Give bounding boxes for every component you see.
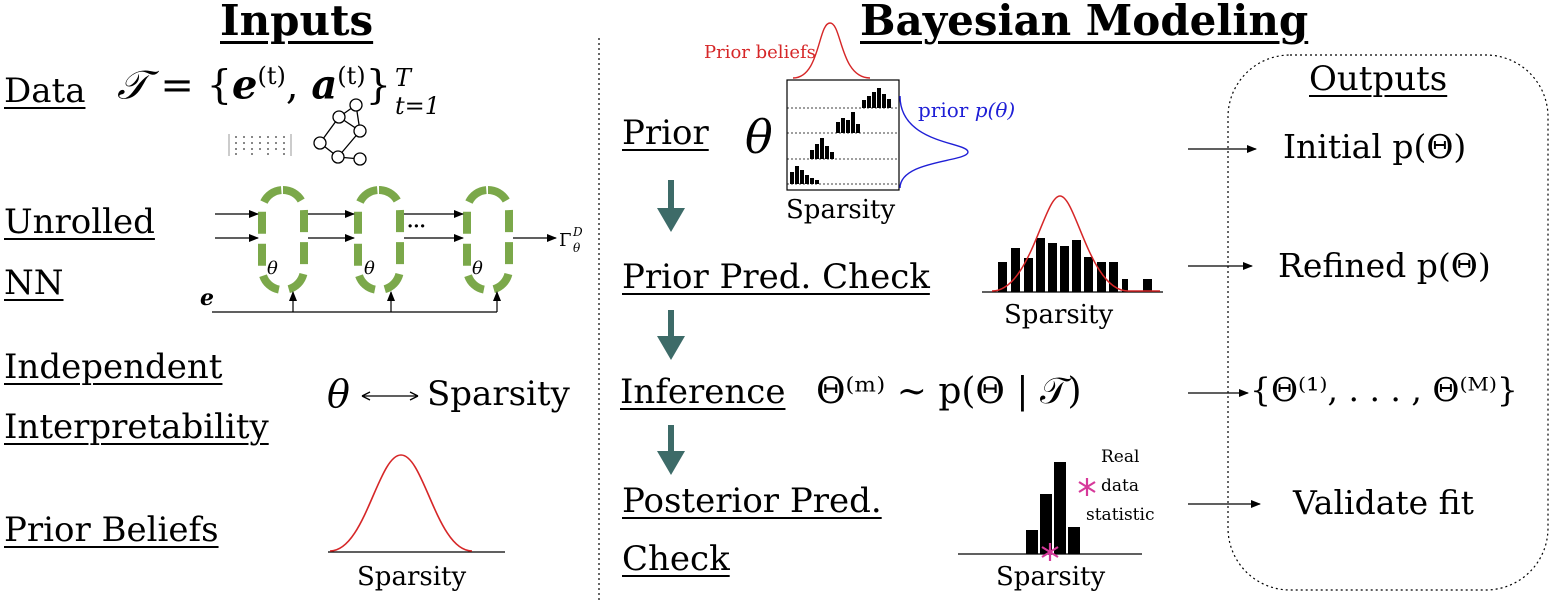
outputs-header: Outputs — [1309, 59, 1448, 99]
output-arrows — [1188, 145, 1261, 508]
prior-beliefs-label: Prior Beliefs — [4, 510, 219, 550]
prior-label: Prior — [622, 113, 709, 153]
postpc-label-1: Posterior Pred. — [622, 481, 882, 521]
inference-label: Inference — [620, 372, 786, 412]
ppc-label: Prior Pred. Check — [622, 257, 930, 297]
layer-ellipsis: ··· — [407, 216, 426, 237]
data-label-small: data — [1101, 476, 1139, 496]
postpc-histogram — [958, 462, 1142, 561]
prior-ptheta-label: prior p(θ) — [918, 98, 1016, 122]
interp-theta: θ — [327, 372, 350, 416]
nn-label: NN — [4, 263, 64, 303]
data-formula-lower: t=1 — [395, 92, 441, 120]
interp-sparsity: Sparsity — [427, 374, 570, 414]
ppc-histogram — [982, 195, 1163, 293]
bayes-header: Bayesian Modeling — [860, 0, 1309, 45]
graph-network-icon — [313, 98, 367, 166]
postpc-label-2: Check — [622, 539, 730, 579]
layer-theta-3: θ — [472, 258, 483, 279]
prior-histogram — [786, 22, 969, 191]
inference-formula: Θ⁽ᵐ⁾ ∼ p(Θ | 𝒯) — [816, 371, 1082, 412]
gamma-sub: θ — [573, 241, 581, 255]
data-formula-upper: T — [395, 64, 412, 92]
unrolled-nn-diagram — [212, 186, 557, 313]
real-label: Real — [1101, 447, 1140, 467]
ppc-axis: Sparsity — [1004, 300, 1114, 330]
flow-arrows — [657, 180, 685, 475]
prior-beliefs-tag: Prior beliefs — [704, 42, 816, 63]
nn-layer-1 — [258, 186, 308, 294]
layer-theta-2: θ — [364, 258, 375, 279]
prior-beliefs-axis: Sparsity — [357, 562, 467, 592]
prior-axis: Sparsity — [786, 195, 896, 225]
outputs-box — [1227, 54, 1549, 591]
theta-sparsity-arrow — [361, 391, 419, 401]
output-initial: Initial p(Θ) — [1283, 127, 1467, 166]
postpc-axis: Sparsity — [996, 562, 1106, 592]
output-validate: Validate fit — [1293, 483, 1474, 522]
output-refined: Refined p(Θ) — [1278, 246, 1491, 285]
nn-layer-2 — [354, 186, 404, 294]
inputs-header: Inputs — [220, 0, 374, 45]
output-samples: {Θ⁽¹⁾, . . . , Θ⁽ᴹ⁾} — [1250, 370, 1518, 409]
data-label: Data — [4, 71, 86, 111]
gamma-sup: D — [573, 225, 583, 239]
interpretability-label: Interpretability — [4, 407, 269, 447]
nn-layer-3 — [463, 186, 513, 294]
prior-theta: θ — [745, 110, 773, 164]
data-formula: 𝒯 = {e(t), a(t)} — [117, 61, 392, 109]
data-matrix-icon — [228, 134, 292, 156]
e-input-label: e — [200, 285, 214, 311]
layer-theta-1: θ — [267, 258, 278, 279]
statistic-label: statistic — [1086, 505, 1155, 525]
unrolled-label: Unrolled — [4, 202, 155, 242]
prior-beliefs-curve-left — [328, 454, 505, 553]
independent-label: Independent — [4, 347, 223, 387]
real-data-star-marker — [1041, 478, 1096, 561]
gamma-output: Γ — [559, 230, 572, 251]
